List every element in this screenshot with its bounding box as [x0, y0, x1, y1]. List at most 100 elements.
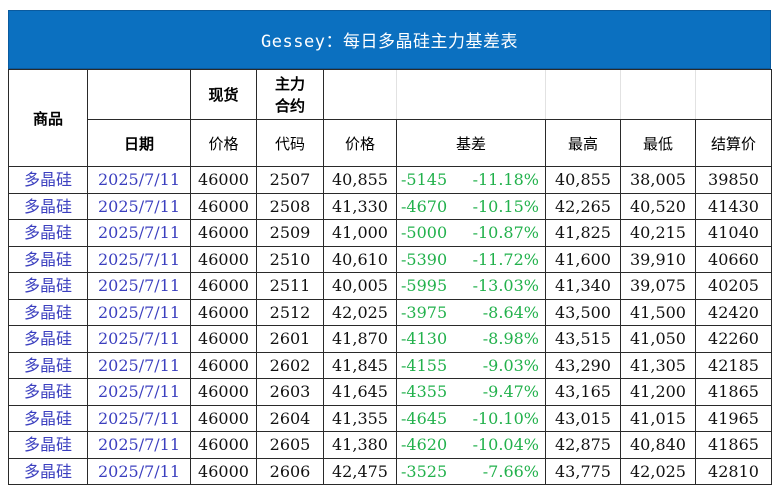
cell-spot-price: 46000 [190, 325, 257, 353]
basis-value: -4155 [401, 355, 448, 375]
cell-basis: -5995 -13.03% [396, 272, 546, 300]
cell-basis: -3975 -8.64% [396, 298, 546, 326]
cell-spot-price: 46000 [190, 404, 257, 432]
cell-product: 多晶硅 [8, 351, 88, 379]
cell-settle: 40205 [695, 272, 772, 300]
cell-product: 多晶硅 [8, 192, 88, 220]
cell-product: 多晶硅 [8, 325, 88, 353]
cell-settle: 42185 [695, 351, 772, 379]
cell-product: 多晶硅 [8, 245, 88, 273]
cell-product: 多晶硅 [8, 166, 88, 194]
basis-percent: -11.72% [472, 249, 539, 269]
cell-price: 41,645 [323, 378, 397, 406]
cell-price: 42,475 [323, 457, 397, 485]
cell-date: 2025/7/11 [87, 272, 191, 300]
basis-percent: -8.98% [482, 329, 539, 349]
basis-values: -3525 -7.66% [398, 459, 545, 484]
cell-spot-price: 46000 [190, 219, 257, 247]
table-row: 多晶硅 2025/7/11 46000 2601 41,870 -4130 -8.98% 43… [8, 325, 772, 353]
basis-values: -3975 -8.64% [398, 300, 545, 325]
cell-contract-code: 2510 [256, 245, 324, 273]
table-row: 多晶硅 2025/7/11 46000 2606 42,475 -3525 -7.66% 43… [8, 457, 772, 485]
basis-value: -4355 [401, 382, 448, 402]
basis-percent: -13.03% [472, 276, 539, 296]
table-row: 多晶硅 2025/7/11 46000 2603 41,645 -4355 -9.47% 43… [8, 378, 772, 406]
cell-settle: 41965 [695, 404, 772, 432]
cell-contract-code: 2603 [256, 378, 324, 406]
basis-table: 商品 现货 主力 合约 日期 价格 代码 价格 基差 最高 最低 结算价 [8, 69, 772, 485]
basis-percent: -10.15% [472, 196, 539, 216]
table-row: 多晶硅 2025/7/11 46000 2508 41,330 -4670 -10.15% 4… [8, 192, 772, 220]
table-row: 多晶硅 2025/7/11 46000 2509 41,000 -5000 -10.87% 4… [8, 219, 772, 247]
header-row-2: 日期 价格 代码 价格 基差 最高 最低 结算价 [9, 119, 772, 167]
basis-value: -4130 [401, 329, 448, 349]
cell-contract-code: 2604 [256, 404, 324, 432]
basis-values: -4155 -9.03% [398, 353, 545, 378]
cell-spot-price: 46000 [190, 245, 257, 273]
cell-settle: 42260 [695, 325, 772, 353]
basis-values: -4130 -8.98% [398, 326, 545, 351]
basis-values: -5390 -11.72% [398, 247, 545, 272]
cell-spot-price: 46000 [190, 166, 257, 194]
cell-high: 43,290 [545, 351, 621, 379]
cell-date: 2025/7/11 [87, 325, 191, 353]
cell-low: 39,910 [620, 245, 696, 273]
cell-low: 41,200 [620, 378, 696, 406]
table-row: 多晶硅 2025/7/11 46000 2605 41,380 -4620 -10.04% 4… [8, 431, 772, 459]
cell-low: 41,500 [620, 298, 696, 326]
cell-high: 41,600 [545, 245, 621, 273]
table-row: 多晶硅 2025/7/11 46000 2507 40,855 -5145 -11.18% 4… [8, 166, 772, 194]
cell-basis: -5000 -10.87% [396, 219, 546, 247]
cell-price: 41,330 [323, 192, 397, 220]
cell-price: 40,855 [323, 166, 397, 194]
cell-price: 41,870 [323, 325, 397, 353]
cell-contract-code: 2511 [256, 272, 324, 300]
cell-price: 40,610 [323, 245, 397, 273]
basis-values: -5145 -11.18% [398, 167, 545, 192]
basis-values: -5995 -13.03% [398, 273, 545, 298]
cell-high: 41,825 [545, 219, 621, 247]
header-main-contract: 主力 合约 [256, 69, 324, 120]
cell-contract-code: 2606 [256, 457, 324, 485]
cell-settle: 42810 [695, 457, 772, 485]
cell-spot-price: 46000 [190, 457, 257, 485]
header-code: 代码 [256, 119, 324, 167]
header-empty-cell [87, 69, 191, 120]
table-row: 多晶硅 2025/7/11 46000 2602 41,845 -4155 -9.03% 43… [8, 351, 772, 379]
table-row: 多晶硅 2025/7/11 46000 2511 40,005 -5995 -13.03% 4… [8, 272, 772, 300]
basis-value: -3975 [401, 302, 448, 322]
cell-basis: -5390 -11.72% [396, 245, 546, 273]
cell-low: 41,015 [620, 404, 696, 432]
cell-contract-code: 2508 [256, 192, 324, 220]
basis-value: -3525 [401, 461, 448, 481]
cell-date: 2025/7/11 [87, 166, 191, 194]
cell-settle: 41040 [695, 219, 772, 247]
cell-basis: -4670 -10.15% [396, 192, 546, 220]
cell-basis: -4130 -8.98% [396, 325, 546, 353]
cell-low: 40,520 [620, 192, 696, 220]
header-date: 日期 [87, 119, 191, 167]
cell-spot-price: 46000 [190, 192, 257, 220]
header-empty-cell [323, 69, 397, 120]
cell-high: 43,165 [545, 378, 621, 406]
table-title: Gessey：每日多晶硅主力基差表 [8, 10, 771, 69]
cell-low: 40,215 [620, 219, 696, 247]
basis-values: -4620 -10.04% [398, 432, 545, 457]
cell-spot-price: 46000 [190, 272, 257, 300]
cell-product: 多晶硅 [8, 272, 88, 300]
header-product: 商品 [8, 69, 88, 167]
cell-date: 2025/7/11 [87, 298, 191, 326]
cell-date: 2025/7/11 [87, 404, 191, 432]
table-row: 多晶硅 2025/7/11 46000 2512 42,025 -3975 -8.64% 43… [8, 298, 772, 326]
basis-percent: -7.66% [482, 461, 539, 481]
cell-product: 多晶硅 [8, 298, 88, 326]
header-empty-cell [396, 69, 546, 120]
basis-percent: -11.18% [472, 170, 539, 190]
cell-spot-price: 46000 [190, 351, 257, 379]
cell-high: 42,875 [545, 431, 621, 459]
basis-values: -4355 -9.47% [398, 379, 545, 404]
cell-low: 41,305 [620, 351, 696, 379]
header-row-1: 商品 现货 主力 合约 [8, 69, 772, 167]
cell-contract-code: 2507 [256, 166, 324, 194]
cell-price: 41,000 [323, 219, 397, 247]
